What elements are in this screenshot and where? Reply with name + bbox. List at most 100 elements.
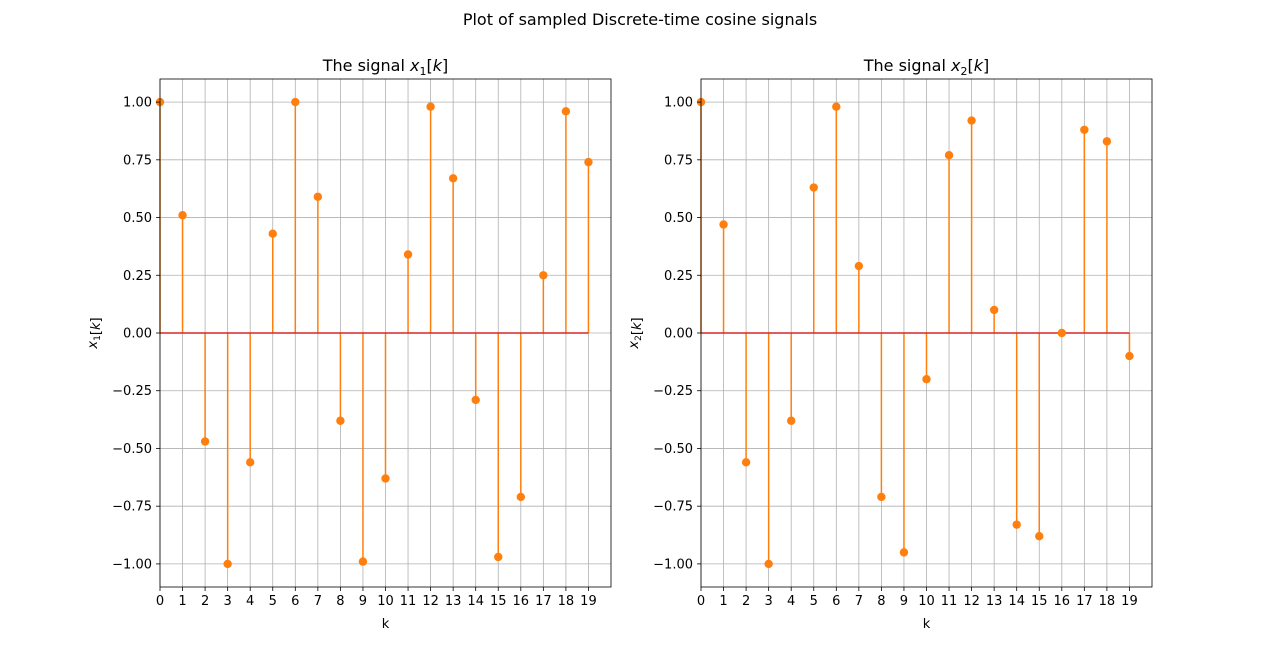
x-tick-label: 2 [742,594,750,609]
x-tick-label: 17 [535,594,552,609]
y-tick-label: 0.50 [664,211,693,226]
y-tick-label: 1.00 [664,96,693,111]
x-tick-label: 19 [1121,594,1138,609]
stem-marker [291,97,300,107]
stem-marker [922,374,931,384]
stem-marker [719,220,728,229]
x-tick-label: 2 [201,594,209,609]
stem-marker [809,183,818,192]
stem-marker [471,395,480,405]
y-tick-label: 0.25 [664,269,693,284]
stem-marker [899,548,909,557]
stem-marker [246,458,255,467]
x-tick-label: 1 [178,594,186,609]
stem-marker [854,261,864,271]
x-tick-label: 6 [291,594,299,609]
stem-marker [448,174,458,183]
x-tick-label: 9 [900,594,908,609]
stem-marker [764,559,773,569]
y-tick-label: 0.75 [664,153,693,168]
stem-marker [313,192,323,201]
x-tick-label: 16 [1054,594,1071,609]
stem-marker [494,552,503,562]
x-tick-label: 1 [719,594,727,609]
x-tick-label: 19 [580,594,597,609]
y-tick-label: 0.50 [123,211,152,226]
x-tick-label: 10 [918,594,935,609]
x-tick-label: 8 [877,594,885,609]
x-tick-label: 5 [810,594,818,609]
y-tick-label: 1.00 [123,96,152,111]
stem-marker [1057,328,1067,338]
x-tick-label: 15 [1031,594,1048,609]
x-tick-label: 4 [246,594,254,609]
x-tick-label: 18 [1099,594,1116,609]
stem-marker [403,250,413,259]
x-axis-label: k [382,617,390,632]
chart-panel-1: 0 1 2 3 4 5 6 7 8 9 10 11 12 13 14 15 16 17 18 19−1.00−0.75… [86,56,612,632]
y-axis-label: x2[k] [627,317,645,349]
y-tick-label: −1.00 [112,557,152,572]
x-tick-label: 3 [765,594,773,609]
y-tick-label: 0.00 [123,327,152,342]
x-tick-label: 13 [445,594,462,609]
x-tick-label: 10 [377,594,394,609]
y-tick-label: 0.75 [123,153,152,168]
x-axis-label: k [923,617,931,632]
stem-marker [1035,532,1044,541]
chart-panel-2: 0 1 2 3 4 5 6 7 8 9 10 11 12 13 14 15 16 17 18 19−1.00−0.75… [627,56,1153,632]
x-tick-label: 3 [224,594,232,609]
stem-marker [223,559,232,569]
x-tick-label: 7 [314,594,322,609]
x-tick-label: 8 [336,594,344,609]
x-tick-label: 0 [697,594,705,609]
stem-marker [561,107,571,116]
x-tick-label: 18 [558,594,575,609]
y-tick-label: 0.25 [123,269,152,284]
y-tick-label: −0.50 [112,442,152,457]
stem-marker [178,211,187,220]
y-tick-label: 0.00 [664,327,693,342]
x-tick-label: 7 [855,594,863,609]
y-tick-label: −0.50 [653,442,693,457]
y-tick-label: −0.75 [112,500,152,515]
stem-marker [967,116,976,125]
x-tick-label: 17 [1076,594,1093,609]
x-tick-label: 5 [269,594,277,609]
stem-marker [516,492,525,502]
stem-marker [1012,520,1021,529]
x-tick-label: 13 [986,594,1003,609]
stem-marker [539,271,548,280]
stem-marker [1102,137,1112,146]
y-tick-label: −0.25 [653,384,693,399]
x-tick-label: 14 [467,594,484,609]
stem-marker [336,416,345,425]
stem-marker [381,474,390,483]
stem-marker [944,151,954,160]
chart-title: The signal x1[k] [322,56,449,78]
stem-marker [989,305,999,315]
x-tick-label: 4 [787,594,795,609]
y-axis-label: x1[k] [86,317,104,349]
stem-marker [358,557,368,566]
x-tick-label: 0 [156,594,164,609]
stem-marker [426,102,435,111]
stem-marker [584,157,593,167]
x-tick-label: 15 [490,594,507,609]
stem-marker [787,416,796,425]
x-tick-label: 11 [400,594,417,609]
y-tick-label: −0.25 [112,384,152,399]
stem-marker [741,458,751,467]
stem-marker [200,437,210,446]
x-tick-label: 12 [963,594,980,609]
x-tick-label: 12 [422,594,439,609]
x-tick-label: 16 [513,594,530,609]
stem-marker [832,102,841,111]
stem-marker [1125,351,1134,361]
x-tick-label: 9 [359,594,367,609]
stem-marker [877,492,886,502]
stem-marker [1080,125,1089,134]
x-tick-label: 6 [832,594,840,609]
